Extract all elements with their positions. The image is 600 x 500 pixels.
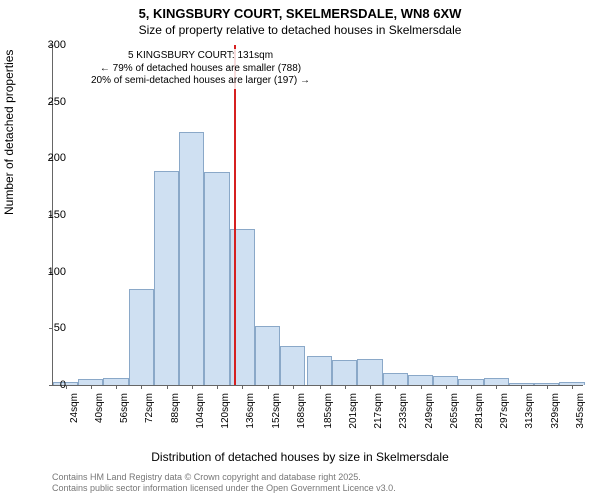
chart-subtitle: Size of property relative to detached ho… [0,23,600,40]
ytick-label: 0 [60,379,66,391]
xtick-label: 88sqm [170,393,181,423]
xtick-label: 40sqm [94,393,105,423]
xtick [242,385,243,389]
xtick [116,385,117,389]
histogram-bar [204,172,229,385]
histogram-bar [433,376,458,385]
histogram-bar [129,289,154,385]
xtick-label: 329sqm [550,393,561,429]
xtick [167,385,168,389]
xtick-label: 281sqm [474,393,485,429]
xtick [496,385,497,389]
xtick [293,385,294,389]
annotation-line-2: ← 79% of detached houses are smaller (78… [91,63,310,76]
xtick-label: 56sqm [119,393,130,423]
chart-container: 5, KINGSBURY COURT, SKELMERSDALE, WN8 6X… [0,0,600,500]
xtick-label: 72sqm [144,393,155,423]
ytick-label: 50 [54,322,66,334]
xtick [217,385,218,389]
xtick [91,385,92,389]
histogram-bar [357,359,382,385]
histogram-bar [255,326,280,385]
y-axis-label: Number of detached properties [2,50,16,215]
xtick [471,385,472,389]
histogram-bar [484,378,509,385]
credits-line-1: Contains HM Land Registry data © Crown c… [52,472,396,483]
xtick [521,385,522,389]
credits: Contains HM Land Registry data © Crown c… [52,472,396,494]
histogram-bar [154,171,179,385]
xtick [370,385,371,389]
xtick-label: 233sqm [398,393,409,429]
histogram-bar [280,346,305,385]
ytick-label: 100 [48,266,66,278]
xtick [320,385,321,389]
histogram-bar [307,356,332,385]
xtick-label: 265sqm [449,393,460,429]
histogram-bar [103,378,128,385]
histogram-bar [383,373,408,385]
chart-title: 5, KINGSBURY COURT, SKELMERSDALE, WN8 6X… [0,0,600,23]
xtick-label: 152sqm [271,393,282,429]
xtick-label: 345sqm [575,393,586,429]
ytick [49,385,53,386]
ytick [49,328,53,329]
xtick-label: 104sqm [195,393,206,429]
histogram-bar [179,132,204,385]
ytick-label: 250 [48,96,66,108]
histogram-bar [408,375,433,385]
xtick-label: 297sqm [499,393,510,429]
xtick-label: 217sqm [373,393,384,429]
x-axis-label: Distribution of detached houses by size … [0,450,600,464]
xtick-label: 136sqm [245,393,256,429]
xtick [141,385,142,389]
reference-line [234,45,236,385]
credits-line-2: Contains public sector information licen… [52,483,396,494]
plot-area: 24sqm40sqm56sqm72sqm88sqm104sqm120sqm136… [52,45,583,386]
xtick-label: 185sqm [323,393,334,429]
xtick [268,385,269,389]
xtick-label: 120sqm [220,393,231,429]
annotation-box: 5 KINGSBURY COURT: 131sqm ← 79% of detac… [88,49,313,89]
ytick-label: 300 [48,39,66,51]
xtick-label: 313sqm [524,393,535,429]
ytick-label: 150 [48,209,66,221]
xtick [395,385,396,389]
histogram-bar [332,360,357,385]
xtick-label: 249sqm [424,393,435,429]
annotation-line-3: 20% of semi-detached houses are larger (… [91,75,310,88]
ytick-label: 200 [48,152,66,164]
xtick [421,385,422,389]
xtick-label: 24sqm [69,393,80,423]
xtick-label: 168sqm [296,393,307,429]
xtick [547,385,548,389]
xtick [345,385,346,389]
xtick [192,385,193,389]
annotation-line-1: 5 KINGSBURY COURT: 131sqm [91,50,310,63]
xtick-label: 201sqm [348,393,359,429]
xtick [572,385,573,389]
xtick [446,385,447,389]
